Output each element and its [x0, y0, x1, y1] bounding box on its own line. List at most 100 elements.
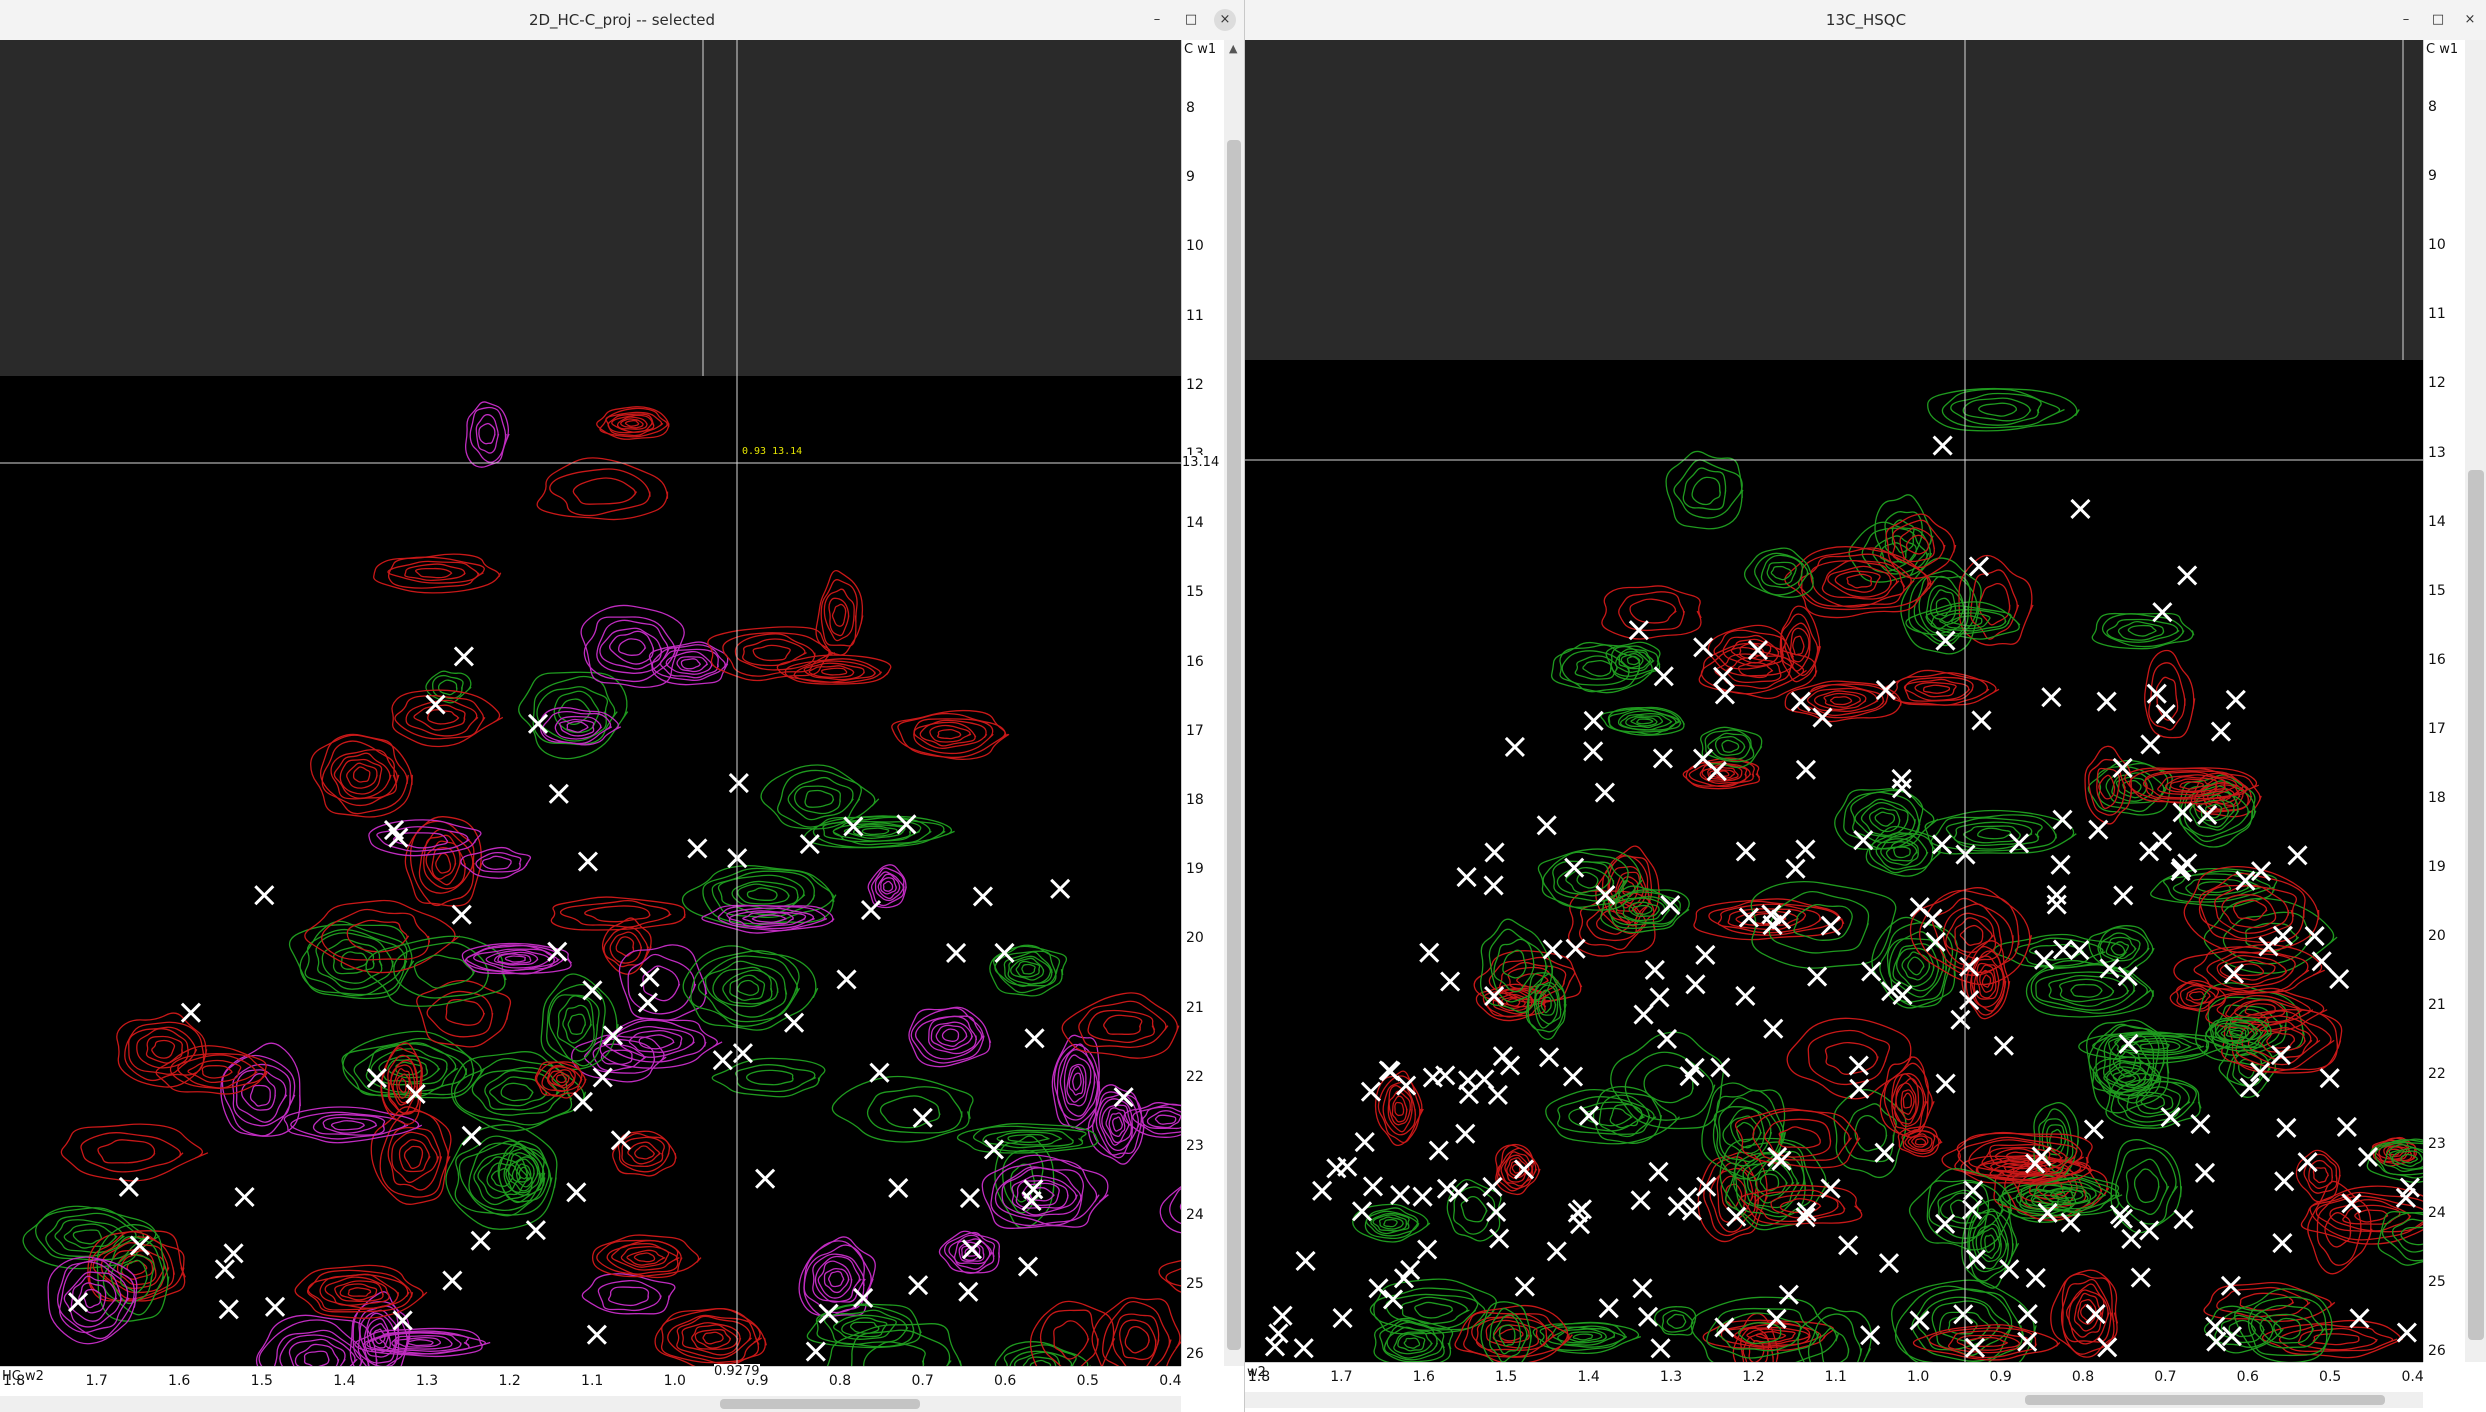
peak-marker[interactable] [2171, 858, 2192, 879]
peak-marker[interactable] [1578, 1105, 1599, 1126]
peak-marker[interactable] [1950, 1009, 1971, 1030]
peak-marker[interactable] [1961, 1199, 1983, 1220]
peak-marker[interactable] [2319, 1068, 2340, 1089]
peak-marker[interactable] [1820, 1178, 1841, 1199]
peak-marker[interactable] [2121, 1228, 2142, 1249]
peak-marker[interactable] [2220, 1275, 2241, 1296]
peak-marker[interactable] [1935, 1073, 1956, 1094]
peak-marker[interactable] [1268, 1323, 1289, 1344]
peak-marker[interactable] [592, 1067, 613, 1088]
horizontal-scrollbar[interactable] [1245, 1392, 2423, 1408]
peak-marker[interactable] [1735, 841, 1756, 862]
peak-marker[interactable] [1766, 1308, 1787, 1329]
peak-marker[interactable] [1595, 884, 1616, 906]
peak-marker[interactable] [2017, 1331, 2038, 1352]
peak-marker[interactable] [1696, 1176, 1717, 1197]
peak-marker[interactable] [1482, 1176, 1503, 1197]
peak-marker[interactable] [2025, 1267, 2046, 1288]
peak-marker[interactable] [1484, 842, 1505, 863]
peak-marker[interactable] [1685, 974, 1706, 995]
peak-marker[interactable] [1456, 866, 1477, 888]
peak-marker[interactable] [392, 1310, 413, 1331]
peak-marker[interactable] [1513, 1159, 1535, 1180]
horizontal-scrollbar[interactable] [0, 1396, 1181, 1412]
peak-marker[interactable] [2304, 925, 2325, 947]
peak-marker[interactable] [2088, 819, 2109, 840]
peak-marker[interactable] [180, 1002, 201, 1023]
peak-marker[interactable] [1360, 1081, 1382, 1102]
peak-marker[interactable] [1875, 680, 1896, 701]
peak-marker[interactable] [2152, 602, 2173, 623]
peak-marker[interactable] [1565, 938, 1586, 959]
peak-marker[interactable] [2194, 1162, 2216, 1183]
peak-marker[interactable] [2357, 1146, 2379, 1168]
peak-marker[interactable] [1993, 1035, 2014, 1056]
peak-marker[interactable] [2258, 936, 2279, 957]
peak-marker[interactable] [1964, 1337, 1986, 1358]
close-button[interactable]: × [1214, 9, 1236, 31]
peak-marker[interactable] [118, 1176, 139, 1197]
peak-marker[interactable] [2112, 1208, 2134, 1229]
peak-marker[interactable] [234, 1186, 255, 1208]
peak-marker[interactable] [1778, 1284, 1799, 1305]
minimize-button[interactable]: – [1153, 12, 1161, 27]
maximize-button[interactable]: □ [2431, 12, 2445, 27]
peak-marker[interactable] [2070, 498, 2091, 519]
peak-marker[interactable] [1653, 666, 1674, 687]
peak-marker[interactable] [1448, 1182, 1469, 1203]
peak-marker[interactable] [1735, 985, 1756, 1006]
peak-marker[interactable] [1583, 710, 1604, 731]
peak-marker[interactable] [2083, 1119, 2104, 1140]
peak-marker[interactable] [602, 1025, 624, 1046]
peak-marker[interactable] [1909, 1310, 1930, 1331]
peak-marker[interactable] [1486, 1201, 1507, 1222]
peak-marker[interactable] [1714, 684, 1735, 705]
peak-marker[interactable] [1959, 956, 1980, 977]
peak-marker[interactable] [1925, 931, 1946, 953]
peak-marker[interactable] [2329, 969, 2350, 990]
titlebar-left[interactable]: 2D_HC-C_proj -- selected – □ × [0, 0, 1244, 41]
peak-marker[interactable] [254, 885, 275, 906]
peak-marker[interactable] [1458, 1070, 1479, 1091]
peak-marker[interactable] [1362, 1176, 1384, 1197]
peak-marker[interactable] [687, 838, 708, 859]
peak-marker[interactable] [2395, 1187, 2416, 1208]
peak-marker[interactable] [2052, 809, 2073, 830]
peak-marker[interactable] [1684, 1057, 1705, 1078]
peak-marker[interactable] [728, 772, 749, 794]
peak-marker[interactable] [610, 1130, 631, 1151]
peak-marker[interactable] [1747, 639, 1769, 661]
peak-marker[interactable] [1504, 736, 1525, 757]
peak-marker[interactable] [2152, 831, 2173, 852]
peak-marker[interactable] [1312, 1180, 1333, 1201]
peak-marker[interactable] [1562, 1066, 1584, 1087]
peak-marker[interactable] [1583, 741, 1604, 762]
peak-marker[interactable] [1649, 987, 1670, 1008]
peak-marker[interactable] [1796, 1201, 1817, 1223]
peak-marker[interactable] [1396, 1075, 1417, 1096]
peak-marker[interactable] [1637, 1306, 1659, 1327]
peak-marker[interactable] [425, 694, 446, 715]
peak-marker[interactable] [1484, 986, 1505, 1007]
peak-marker[interactable] [2272, 1232, 2293, 1254]
peak-marker[interactable] [1483, 875, 1504, 896]
peak-marker[interactable] [2287, 845, 2308, 866]
peak-marker[interactable] [2130, 1267, 2151, 1288]
minimize-button[interactable]: – [2402, 12, 2410, 27]
peak-marker[interactable] [2221, 1326, 2242, 1347]
peak-marker[interactable] [2009, 833, 2030, 854]
peak-marker[interactable] [1332, 1307, 1353, 1329]
peak-marker[interactable] [1963, 1180, 1984, 1201]
peak-marker[interactable] [527, 713, 549, 734]
peak-marker[interactable] [264, 1296, 286, 1317]
peak-marker[interactable] [1656, 1028, 1678, 1049]
peak-marker[interactable] [1999, 1259, 2020, 1280]
peak-marker[interactable] [2173, 1209, 2194, 1230]
peak-marker[interactable] [405, 1083, 426, 1105]
peak-marker[interactable] [1965, 1249, 1986, 1270]
peak-marker[interactable] [843, 816, 864, 837]
peak-marker[interactable] [1539, 1047, 1560, 1068]
peak-marker[interactable] [1368, 1278, 1389, 1299]
peak-marker[interactable] [366, 1067, 387, 1089]
peak-marker[interactable] [2223, 963, 2245, 984]
